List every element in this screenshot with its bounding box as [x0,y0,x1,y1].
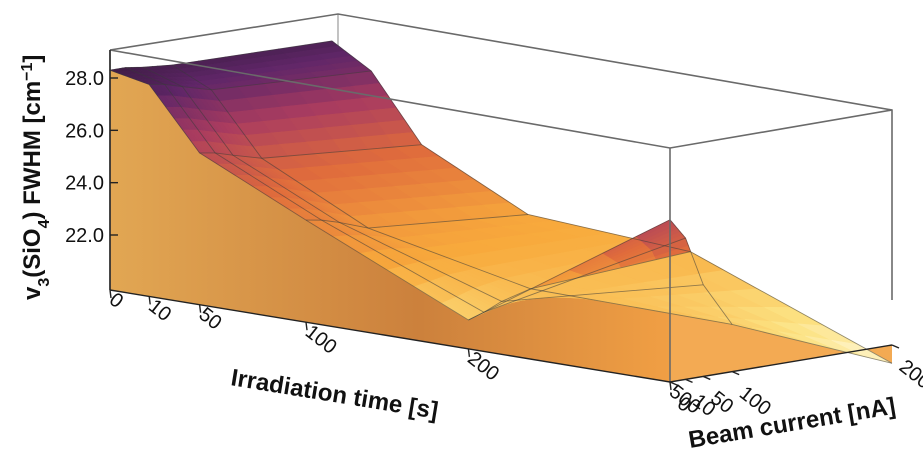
grid-line-current [109,69,671,321]
tick-mark [305,322,308,331]
tick-mark [109,289,112,299]
y-tick-label: 200 [895,356,923,394]
y-axis-line [669,344,893,383]
z-tick-label: 24.0 [65,173,104,195]
tick-mark [731,370,740,376]
surface-grid [109,40,893,364]
tick-mark [148,296,151,305]
z-tick-label: 28.0 [65,68,104,90]
grid-line-current [143,66,704,302]
tick-mark [685,378,693,384]
grid-line-current [331,40,893,364]
tick-mark [198,304,202,313]
z-axis-label: v3(SiO4) FWHM [cm−1] [19,55,53,300]
right-side-wall [670,219,892,382]
front-side-wall [110,70,670,383]
tick-mark [669,381,678,386]
tick-mark [669,381,672,391]
x-tick-label: 0 [105,289,127,313]
tick-mark [467,348,471,357]
tick-mark [891,344,900,349]
tick-mark [703,375,711,381]
z-tick-label: 22.0 [65,225,104,247]
x-axis-label: Irradiation time [s] [229,364,440,424]
axes [109,50,893,383]
z-tick-label: 26.0 [65,120,104,142]
grid-line-current [171,64,733,325]
tick-marks [109,77,900,391]
surface-mesh [108,40,893,364]
x-axis-line [109,289,671,383]
